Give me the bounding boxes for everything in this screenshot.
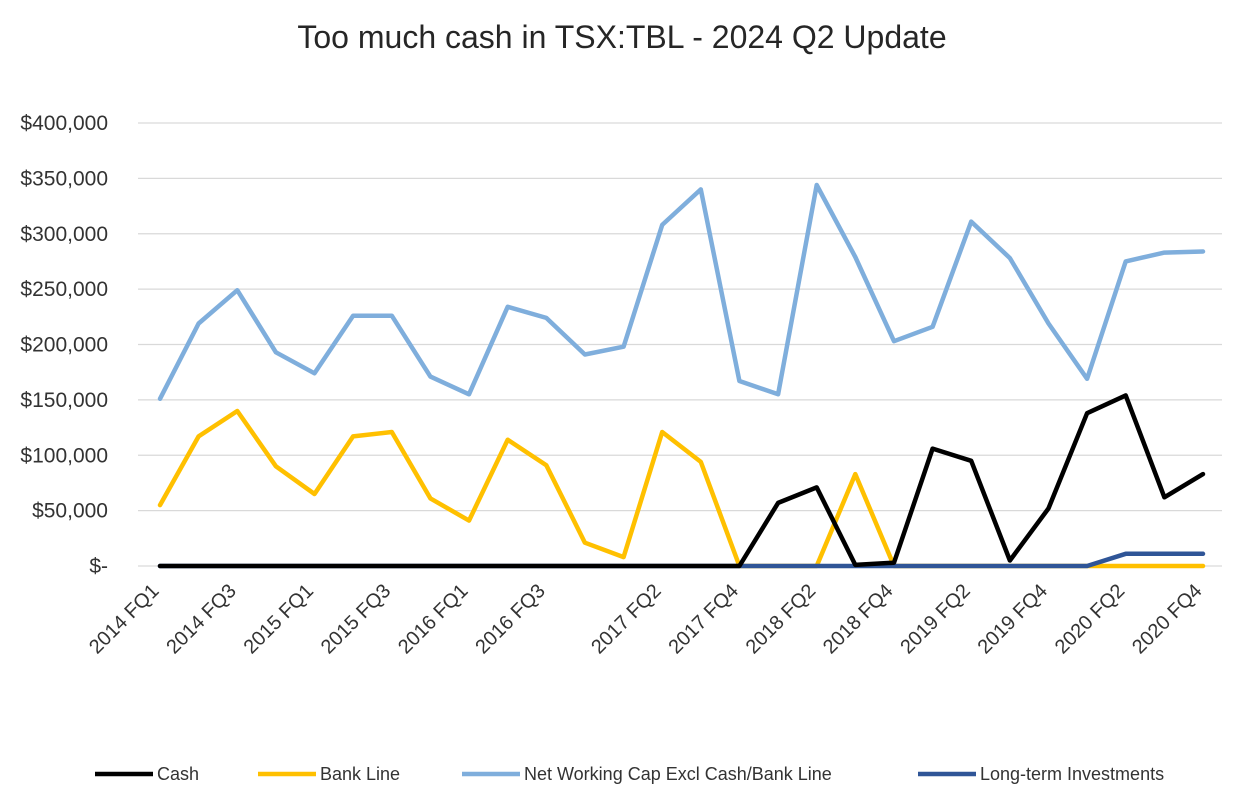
x-tick-label: 2017 FQ4: [665, 580, 743, 658]
legend-label: Cash: [157, 764, 199, 784]
y-axis-ticks: $- $50,000 $100,000 $150,000 $200,000 $250,00…: [20, 112, 108, 578]
y-tick-label: $350,000: [20, 167, 108, 190]
x-tick-label: 2020 FQ2: [1051, 580, 1129, 658]
y-tick-label: $300,000: [20, 223, 108, 246]
x-tick-label: 2020 FQ4: [1128, 580, 1206, 658]
x-tick-label: 2019 FQ4: [974, 580, 1052, 658]
series-line-bank-line: [157, 408, 1206, 569]
x-tick-label: 2016 FQ1: [394, 580, 472, 658]
y-tick-label: $50,000: [32, 500, 108, 523]
x-tick-label: 2016 FQ3: [471, 580, 549, 658]
x-tick-label: 2014 FQ1: [85, 580, 163, 658]
y-tick-label: $100,000: [20, 444, 108, 467]
x-tick-label: 2017 FQ2: [587, 580, 665, 658]
gridlines: [138, 122, 1222, 567]
y-tick-label: $-: [89, 555, 108, 578]
x-tick-label: 2018 FQ4: [819, 580, 897, 658]
series-lines: [157, 182, 1206, 569]
legend-label: Long-term Investments: [980, 764, 1164, 784]
x-tick-label: 2018 FQ2: [742, 580, 820, 658]
x-tick-label: 2019 FQ2: [896, 580, 974, 658]
y-tick-label: $150,000: [20, 389, 108, 412]
legend: Cash Bank Line Net Working Cap Excl Cash/B…: [95, 764, 1164, 784]
y-tick-label: $200,000: [20, 334, 108, 357]
series-line-net-working-cap-excl-cash-bank-line: [157, 182, 1206, 402]
series-line-cash: [157, 393, 1206, 569]
x-tick-label: 2015 FQ3: [317, 580, 395, 658]
x-tick-label: 2014 FQ3: [162, 580, 240, 658]
chart-title: Too much cash in TSX:TBL - 2024 Q2 Updat…: [297, 19, 946, 55]
y-tick-label: $250,000: [20, 278, 108, 301]
legend-label: Net Working Cap Excl Cash/Bank Line: [524, 764, 832, 784]
y-tick-label: $400,000: [20, 112, 108, 135]
legend-label: Bank Line: [320, 764, 400, 784]
x-tick-label: 2015 FQ1: [240, 580, 318, 658]
